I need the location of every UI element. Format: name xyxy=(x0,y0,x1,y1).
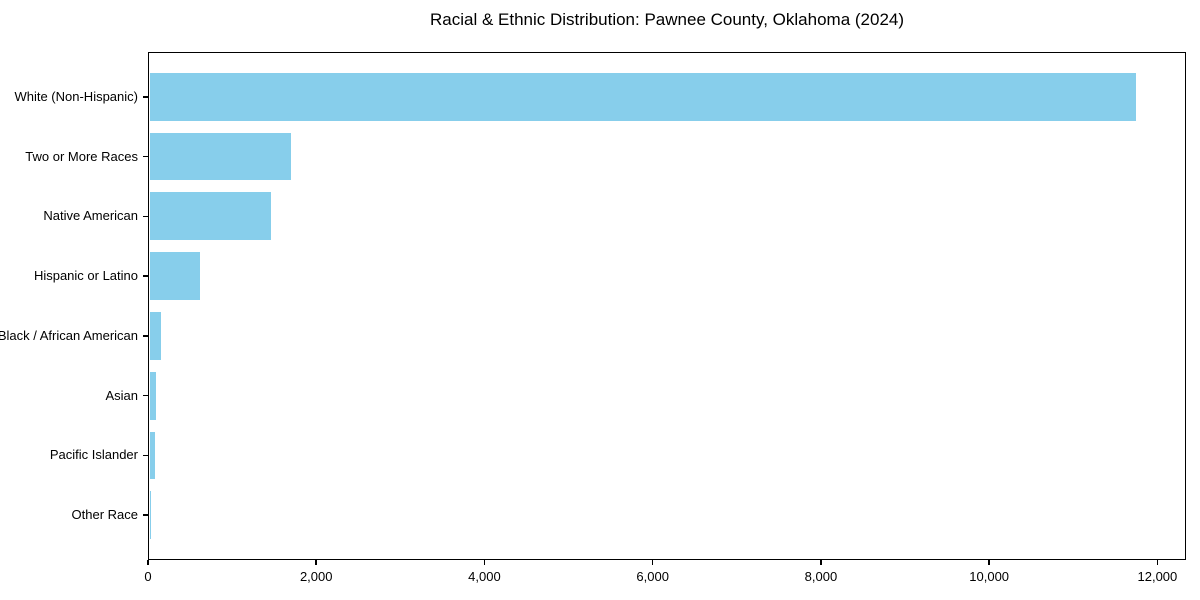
y-tick-mark xyxy=(143,275,148,277)
y-tick-label: Black / African American xyxy=(0,327,138,343)
y-tick-label: Pacific Islander xyxy=(49,447,138,463)
bar xyxy=(149,311,161,360)
x-tick-mark xyxy=(315,560,317,565)
x-tick-mark xyxy=(483,560,486,565)
bar xyxy=(149,371,157,420)
bar xyxy=(149,72,1137,121)
bar xyxy=(149,431,156,480)
y-tick-label: White (Non-Hispanic) xyxy=(14,88,138,104)
y-tick-label: Native American xyxy=(43,208,138,224)
y-tick-mark xyxy=(143,96,148,98)
bar xyxy=(149,252,201,300)
bar xyxy=(149,132,291,181)
chart-title: Racial & Ethnic Distribution: Pawnee Cou… xyxy=(429,10,905,29)
bar xyxy=(149,192,271,241)
x-tick-mark xyxy=(988,560,990,565)
bar xyxy=(149,491,152,540)
y-tick-label: Asian xyxy=(105,387,138,403)
x-tick-label: 10,000 xyxy=(969,569,1010,584)
plot-area xyxy=(148,52,1186,560)
x-tick-mark xyxy=(147,560,149,565)
x-tick-label: 0 xyxy=(144,569,152,584)
y-tick-mark xyxy=(143,514,148,516)
y-tick-mark xyxy=(143,215,148,218)
x-tick-label: 12,000 xyxy=(1137,569,1178,584)
x-tick-label: 2,000 xyxy=(299,569,333,584)
y-tick-label: Hispanic or Latino xyxy=(33,268,138,284)
x-tick-label: 6,000 xyxy=(636,569,669,584)
x-tick-mark xyxy=(651,560,654,565)
y-tick-label: Two or More Races xyxy=(25,148,138,164)
x-tick-mark xyxy=(820,560,822,565)
y-tick-label: Other Race xyxy=(71,507,138,523)
x-tick-label: 8,000 xyxy=(804,569,838,584)
x-tick-mark xyxy=(1156,560,1159,565)
y-tick-mark xyxy=(143,155,148,158)
y-tick-mark xyxy=(143,335,148,337)
y-tick-mark xyxy=(143,394,148,397)
x-tick-label: 4,000 xyxy=(468,569,501,584)
y-tick-mark xyxy=(143,454,148,457)
